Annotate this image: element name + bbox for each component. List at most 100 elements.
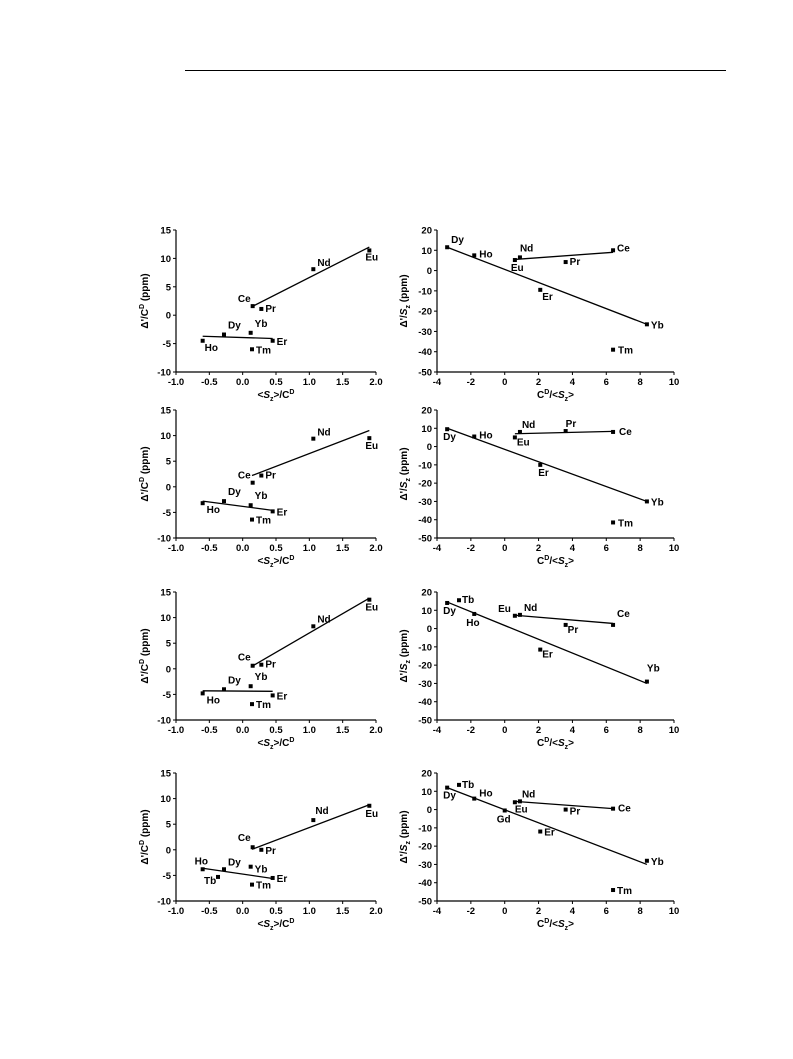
x-tick-label: 1.5 [336, 725, 350, 736]
point-label-eu: Eu [498, 604, 511, 615]
point-label-dy: Dy [228, 487, 241, 498]
data-point-tm [250, 882, 254, 887]
y-tick-label: 20 [421, 588, 432, 599]
data-point-ce [250, 663, 255, 668]
point-label-er: Er [277, 691, 288, 702]
data-point-pr [259, 662, 264, 667]
fit-line [251, 597, 370, 667]
chart-6: -4 -2 0 2 4 6 8 10-50-40-30-20-1001020CD/<Sz>Δ'… [399, 588, 679, 752]
data-point-tm [250, 347, 254, 352]
x-tick-label: 4 [570, 725, 576, 736]
point-label-er: Er [544, 828, 555, 839]
data-point-dy [222, 332, 226, 337]
y-tick-label: 15 [160, 406, 171, 417]
point-label-tm: Tm [256, 345, 271, 356]
fit-line [251, 246, 370, 308]
y-tick-label: 0 [166, 845, 171, 856]
data-point-ce [611, 806, 616, 811]
data-point-ho [200, 338, 205, 343]
chart-2: -4 -2 0 2 4 6 8 10-50-40-30-20-1001020CD/<Sz>Δ'… [399, 226, 679, 404]
data-point-pr [563, 429, 568, 434]
y-tick-label: 10 [160, 431, 171, 442]
x-tick-label: 1.0 [303, 543, 316, 554]
x-tick-label: 2 [536, 543, 541, 554]
x-tick-label: 0.5 [269, 377, 283, 388]
x-tick-label: -2 [467, 906, 475, 917]
chart-7: -1.0 -0.5 0.0 0.5 1.0 1.5 2.0 -10 -5 0 5 10 15 <Sz>/C… [139, 769, 383, 933]
fit-line [251, 429, 370, 477]
y-tick-label: 0 [166, 664, 171, 675]
fit-line [514, 800, 614, 810]
y-tick-label: -50 [418, 368, 432, 379]
point-label-ho: Ho [466, 618, 479, 629]
y-tick-label: 20 [421, 769, 432, 780]
y-tick-label: -30 [418, 679, 432, 690]
point-label-eu: Eu [365, 603, 378, 614]
data-point-ho [200, 501, 205, 506]
point-label-dy: Dy [443, 606, 456, 617]
point-label-er: Er [277, 874, 288, 885]
data-point-tb [216, 874, 220, 879]
x-tick-label: 1.0 [303, 725, 316, 736]
point-label-yb: Yb [651, 497, 664, 508]
y-axis-label: Δ'/CD (ppm) [139, 273, 151, 328]
data-point-er [270, 875, 275, 880]
y-axis-label: Δ'/CD (ppm) [139, 628, 151, 683]
data-point-dy [445, 785, 450, 790]
y-tick-label: 0 [427, 805, 432, 816]
data-point-tm [250, 702, 254, 707]
chart-1: -1.0 -0.5 0.0 0.5 1.0 1.5 2.0 -10 -5 0 5 10 15 <Sz>/C… [139, 226, 383, 404]
y-tick-label: 0 [166, 482, 171, 493]
chart-4: -4 -2 0 2 4 6 8 10-50-40-30-20-1001020CD/<Sz>Δ'… [399, 406, 679, 570]
y-tick-label: -20 [418, 661, 432, 672]
point-label-ce: Ce [238, 294, 251, 305]
x-axis-label: CD/<Sz> [537, 918, 574, 932]
x-tick-label: 2.0 [369, 543, 382, 554]
x-tick-label: 1.5 [336, 543, 350, 554]
point-label-dy: Dy [443, 432, 456, 443]
fit-line [251, 804, 370, 850]
data-point-ce [611, 248, 616, 253]
data-point-yb [644, 858, 649, 863]
x-tick-label: 4 [570, 377, 576, 388]
point-label-yb: Yb [255, 491, 268, 502]
point-label-tb: Tb [462, 595, 474, 606]
x-tick-label: 6 [604, 543, 609, 554]
point-label-nd: Nd [520, 243, 533, 254]
data-point-eu [367, 803, 372, 808]
data-point-ho [472, 611, 477, 616]
point-label-tb: Tb [204, 876, 216, 887]
data-point-ho [200, 867, 205, 872]
data-point-gd [502, 808, 507, 813]
point-label-yb: Yb [255, 865, 268, 876]
point-label-eu: Eu [517, 437, 530, 448]
x-tick-label: 8 [637, 906, 642, 917]
point-label-ce: Ce [618, 804, 631, 815]
x-tick-label: 10 [669, 377, 680, 388]
point-label-eu: Eu [365, 441, 378, 452]
data-point-tb [457, 598, 462, 603]
data-point-er [538, 287, 543, 292]
x-tick-label: -4 [433, 725, 442, 736]
y-tick-label: -10 [157, 534, 171, 545]
data-point-nd [517, 612, 522, 617]
point-label-pr: Pr [570, 257, 581, 268]
point-label-tm: Tm [256, 700, 271, 711]
point-label-ce: Ce [617, 243, 630, 254]
fit-line [514, 251, 614, 261]
header-rule [185, 70, 726, 71]
point-label-tm: Tm [256, 516, 271, 527]
x-tick-label: 0 [502, 725, 507, 736]
point-label-tm: Tm [618, 346, 633, 357]
point-label-nd: Nd [522, 420, 535, 431]
data-point-tm [611, 347, 616, 352]
y-tick-label: -30 [418, 497, 432, 508]
fit-line [446, 601, 648, 685]
x-axis-label: CD/<Sz> [537, 555, 574, 569]
data-point-ho [472, 253, 477, 258]
point-label-nd: Nd [317, 614, 330, 625]
data-point-yb [644, 679, 649, 684]
data-point-ce [611, 622, 616, 627]
y-tick-label: -30 [418, 327, 432, 338]
